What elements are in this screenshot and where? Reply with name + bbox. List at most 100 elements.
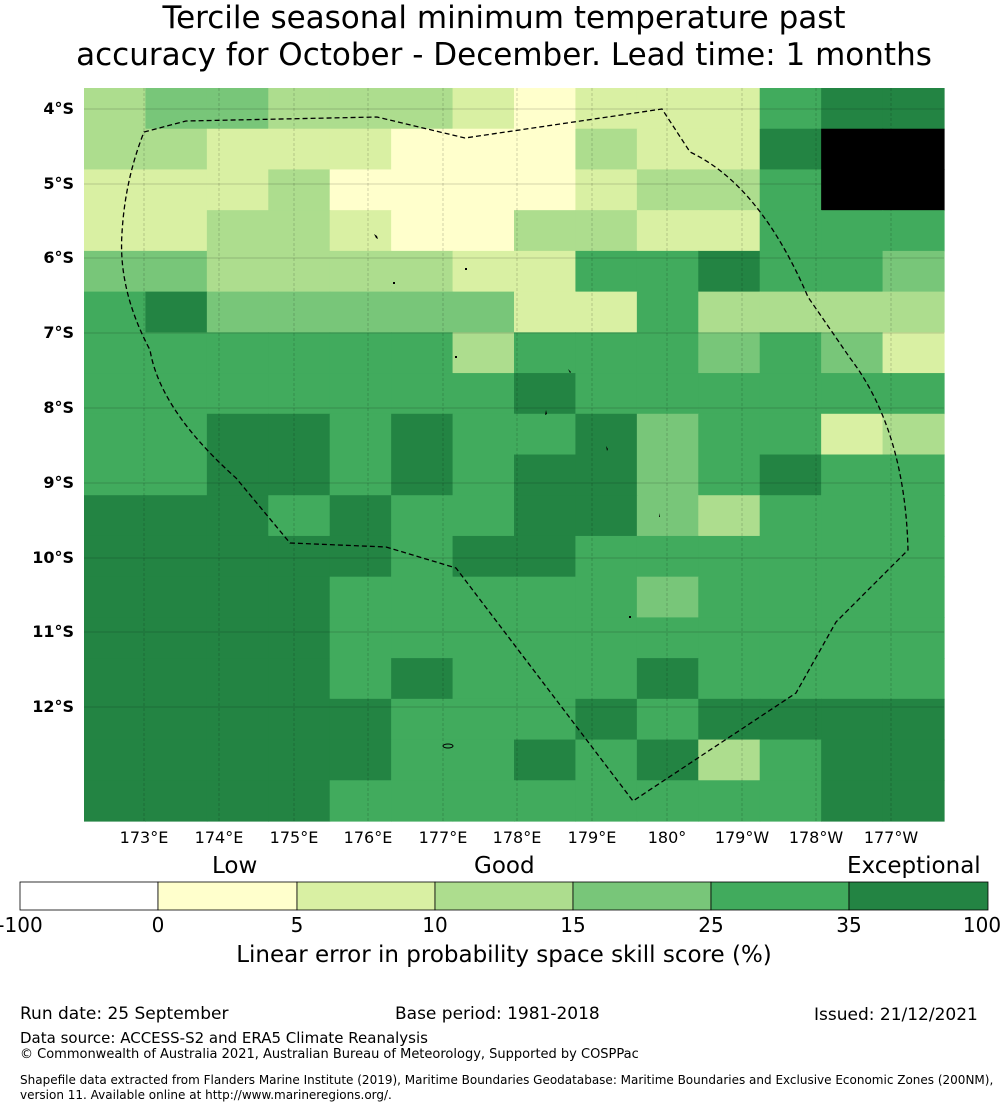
skill-cell (514, 658, 577, 700)
skill-cell (636, 291, 699, 333)
skill-cell (206, 332, 269, 374)
skill-cell (698, 169, 761, 211)
skill-cell (636, 373, 699, 415)
lon-label: 178°E (492, 828, 542, 847)
skill-cell (206, 210, 269, 252)
skill-cell (636, 454, 699, 496)
skill-cell (145, 88, 208, 130)
skill-cell (145, 454, 208, 496)
lon-label: 179°E (567, 828, 617, 847)
skill-cell (698, 454, 761, 496)
lon-label: 177°W (863, 828, 919, 847)
run-date: Run date: 25 September (20, 1004, 229, 1024)
skill-cell (514, 169, 577, 211)
skill-map (84, 88, 945, 822)
skill-cell (821, 169, 884, 211)
skill-cell (698, 658, 761, 700)
skill-cell (698, 495, 761, 537)
skill-cell (821, 495, 884, 537)
island-marks (374, 234, 660, 749)
skill-cell (821, 88, 884, 130)
lon-label: 175°E (269, 828, 319, 847)
skill-cell (84, 250, 147, 293)
skill-cell (329, 332, 392, 374)
skill-grid-cells (84, 88, 945, 822)
colorbar-tick: 0 (151, 913, 165, 937)
skill-cell (206, 780, 269, 822)
skill-cell (821, 210, 884, 252)
skill-cell (268, 88, 331, 130)
skill-cell (636, 739, 699, 781)
skill-cell (636, 169, 699, 211)
chart-title-line1: Tercile seasonal minimum temperature pas… (162, 0, 846, 36)
skill-cell (268, 698, 331, 741)
skill-cell (206, 169, 269, 211)
lat-label: 10°S (32, 548, 74, 567)
skill-cell (882, 413, 945, 456)
skill-cell (575, 169, 638, 211)
skill-cell (329, 535, 392, 578)
skill-cell (84, 210, 147, 252)
skill-cell (329, 495, 392, 537)
skill-cell (636, 210, 699, 252)
skill-cell (636, 617, 699, 659)
skill-cell (84, 332, 147, 374)
colorbar-tick: -100 (0, 913, 43, 937)
skill-cell (698, 210, 761, 252)
skill-cell (636, 658, 699, 700)
skill-cell (145, 617, 208, 659)
skill-cell (391, 291, 454, 333)
skill-cell (575, 291, 638, 333)
skill-cell (329, 780, 392, 822)
skill-cell (145, 332, 208, 374)
lat-label: 9°S (43, 473, 74, 492)
skill-cell (452, 291, 515, 333)
skill-cell (821, 535, 884, 578)
skill-cell (514, 291, 577, 333)
category-exceptional: Exceptional (847, 853, 981, 879)
skill-cell (636, 250, 699, 293)
skill-cell (821, 291, 884, 333)
graticule (84, 88, 944, 821)
skill-cell (821, 332, 884, 374)
skill-cell (391, 250, 454, 293)
skill-cell (759, 88, 822, 130)
skill-cell (698, 698, 761, 741)
skill-cell (391, 413, 454, 456)
skill-cell (821, 250, 884, 293)
skill-cell (514, 780, 577, 822)
skill-cell (268, 454, 331, 496)
skill-cell (452, 332, 515, 374)
skill-cell (391, 495, 454, 537)
skill-cell (882, 250, 945, 293)
colorbar-tick: 10 (422, 913, 448, 937)
skill-cell (268, 373, 331, 415)
lon-label: 178°W (788, 828, 844, 847)
skill-cell (206, 128, 269, 171)
skill-cell (882, 617, 945, 659)
island-mark (442, 743, 454, 749)
skill-cell (84, 658, 147, 700)
skill-cell (759, 617, 822, 659)
skill-cell (575, 576, 638, 618)
skill-cell (452, 617, 515, 659)
lon-label: 174°E (194, 828, 244, 847)
island-mark (455, 356, 457, 358)
skill-cell (84, 169, 147, 211)
skill-cell (206, 658, 269, 700)
skill-cell (821, 698, 884, 741)
skill-cell (206, 739, 269, 781)
skill-cell (575, 454, 638, 496)
skill-cell (145, 698, 208, 741)
skill-cell (329, 413, 392, 456)
colorbar-tick: 5 (290, 913, 304, 937)
skill-cell (882, 128, 945, 171)
skill-cell (575, 88, 638, 130)
skill-cell (514, 535, 577, 578)
lon-label: 177°E (418, 828, 468, 847)
lon-label: 179°W (714, 828, 770, 847)
skill-cell (84, 128, 147, 171)
copyright: © Commonwealth of Australia 2021, Austra… (20, 1047, 639, 1062)
skill-cell (84, 373, 147, 415)
skill-cell (575, 413, 638, 456)
